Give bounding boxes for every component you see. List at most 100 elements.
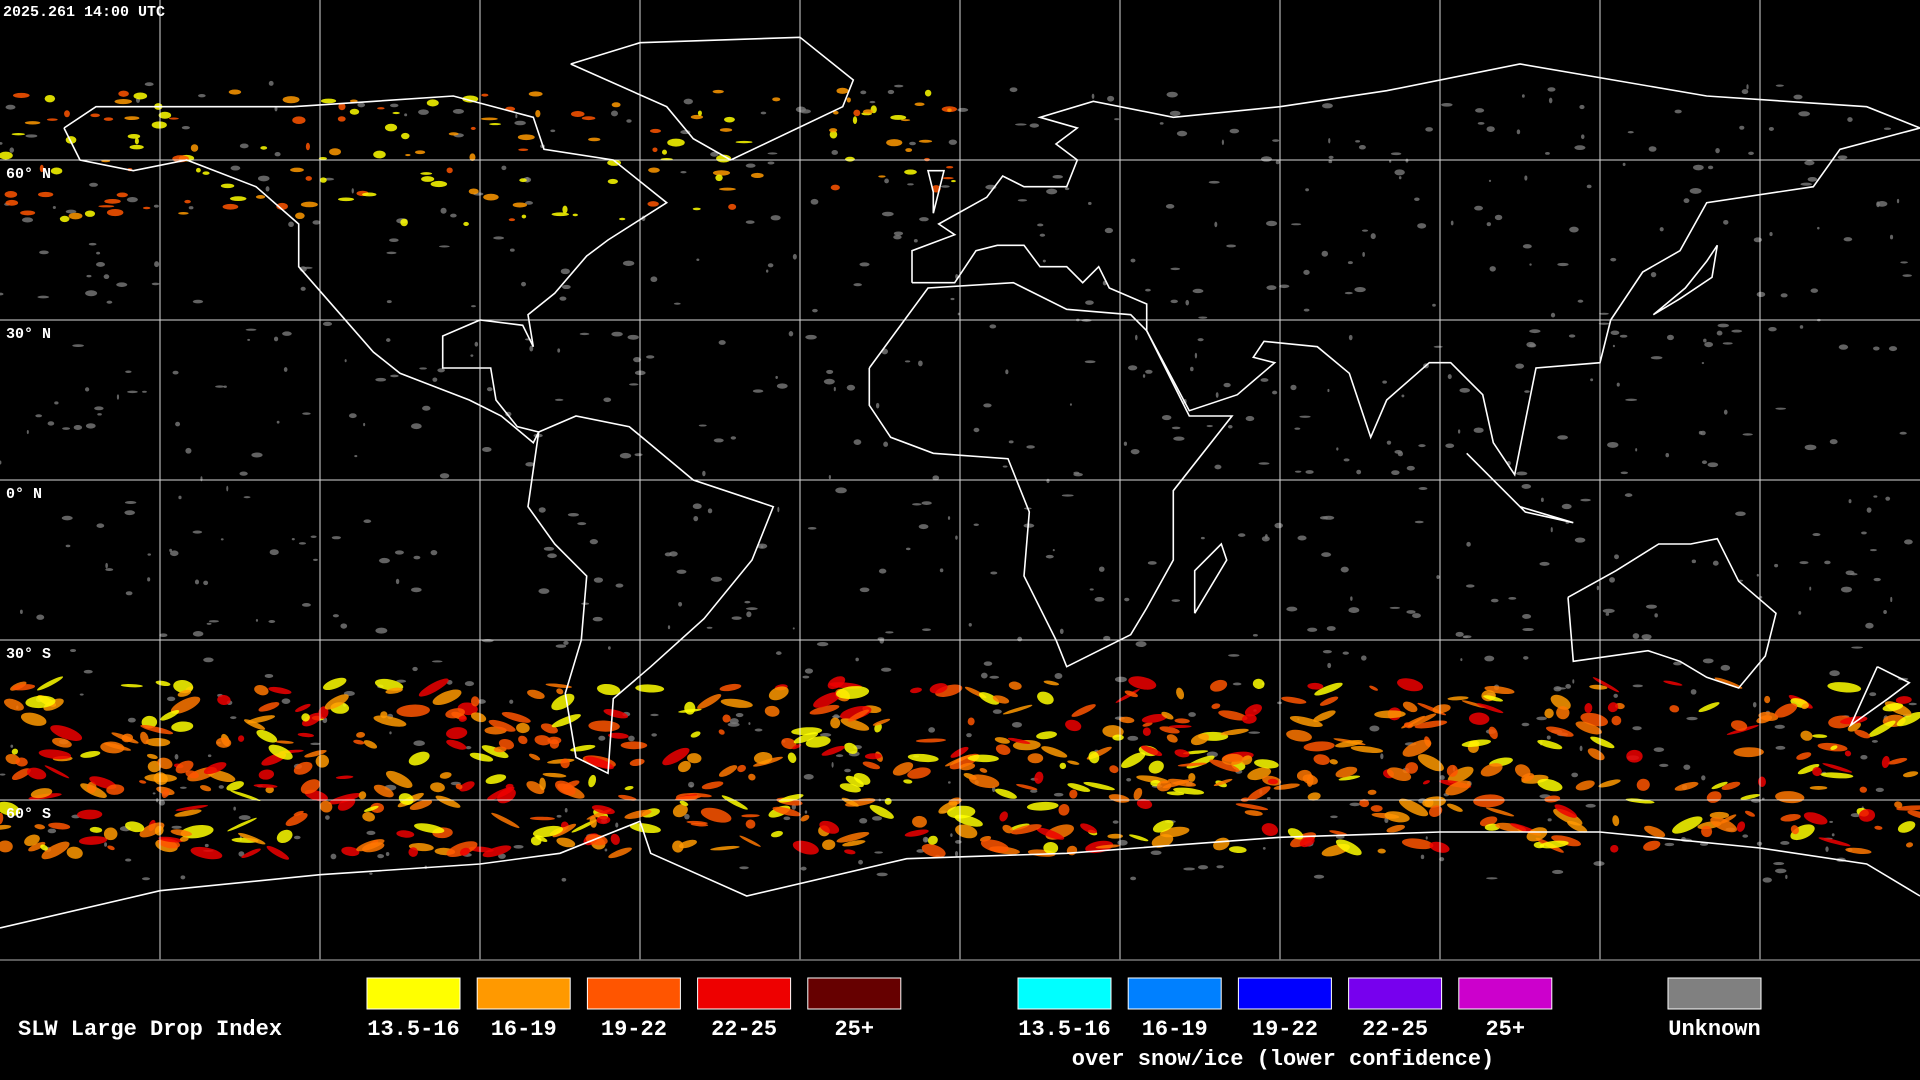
- drop-area: [80, 750, 101, 758]
- cloud-speck: [331, 536, 342, 540]
- drop-area: [401, 132, 410, 140]
- cloud-speck: [88, 242, 97, 246]
- cloud-speck: [1723, 219, 1729, 225]
- cloud-speck: [238, 815, 251, 821]
- cloud-speck: [1117, 839, 1128, 846]
- drop-area: [482, 845, 512, 858]
- drop-area: [1190, 733, 1210, 746]
- cloud-speck: [465, 745, 472, 750]
- cloud-speck: [1650, 356, 1663, 360]
- cloud-speck: [1861, 531, 1867, 535]
- drop-area: [675, 795, 702, 801]
- drop-area: [114, 98, 133, 105]
- drop-area: [994, 737, 1010, 744]
- drop-area: [1526, 827, 1548, 842]
- cloud-speck: [1197, 865, 1209, 870]
- cloud-speck: [1026, 445, 1035, 449]
- cloud-speck: [1896, 198, 1900, 204]
- drop-area: [1307, 792, 1321, 801]
- cloud-speck: [1457, 429, 1461, 434]
- drop-area: [362, 192, 377, 197]
- drop-area: [1107, 833, 1123, 839]
- cloud-speck: [394, 550, 404, 555]
- cloud-speck: [203, 580, 209, 586]
- drop-area: [30, 788, 53, 799]
- cloud-speck: [835, 487, 847, 494]
- cloud-speck: [1216, 865, 1224, 869]
- drop-area: [589, 816, 597, 828]
- drop-area: [0, 801, 20, 816]
- cloud-speck: [1299, 415, 1311, 418]
- cloud-speck: [1798, 610, 1802, 615]
- drop-area: [1537, 739, 1563, 750]
- cloud-speck: [1145, 369, 1153, 374]
- drop-area: [179, 836, 189, 842]
- drop-area: [547, 736, 562, 745]
- drop-area: [38, 749, 72, 760]
- cloud-speck: [1064, 187, 1070, 191]
- cloud-speck: [1260, 378, 1269, 382]
- drop-area: [1544, 708, 1554, 719]
- drop-area: [1575, 721, 1602, 735]
- drop-area: [247, 715, 276, 724]
- drop-area: [1610, 844, 1619, 853]
- cloud-speck: [1336, 447, 1339, 451]
- drop-area: [1780, 813, 1801, 822]
- cloud-speck: [1159, 122, 1164, 125]
- drop-area: [1069, 789, 1078, 799]
- drop-area: [155, 680, 171, 687]
- cloud-speck: [792, 253, 797, 260]
- cloud-speck: [310, 742, 321, 746]
- cloud-speck: [1328, 160, 1333, 164]
- cloud-speck: [1223, 382, 1231, 388]
- cloud-speck: [1885, 496, 1891, 501]
- drop-area: [914, 102, 925, 106]
- latitude-label: 30° S: [6, 646, 51, 663]
- cloud-speck: [1206, 424, 1213, 428]
- cloud-speck: [909, 141, 916, 146]
- drop-area: [1554, 804, 1577, 818]
- drop-area: [809, 704, 840, 715]
- cloud-speck: [147, 577, 151, 582]
- drop-area: [1109, 765, 1119, 774]
- cloud-speck: [1829, 670, 1840, 677]
- cloud-speck: [363, 519, 372, 524]
- drop-area: [220, 183, 235, 189]
- drop-area: [588, 774, 597, 788]
- cloud-speck: [1715, 148, 1720, 154]
- drop-area: [373, 150, 386, 159]
- cloud-speck: [96, 523, 105, 528]
- drop-area: [184, 199, 191, 204]
- cloud-speck: [1865, 622, 1874, 629]
- cloud-speck: [322, 321, 333, 327]
- drop-area: [1173, 787, 1205, 795]
- cloud-speck: [767, 161, 775, 165]
- drop-area: [106, 208, 124, 217]
- cloud-speck: [989, 675, 1000, 679]
- drop-area: [1167, 778, 1196, 787]
- drop-area: [687, 753, 702, 764]
- drop-area: [517, 134, 535, 141]
- cloud-speck: [1641, 634, 1652, 640]
- drop-area: [142, 206, 151, 210]
- legend-swatch: [1348, 977, 1443, 1010]
- cloud-speck: [439, 473, 450, 479]
- drop-area: [1774, 703, 1798, 718]
- cloud-speck: [208, 620, 219, 623]
- drop-area: [199, 785, 212, 792]
- cloud-speck: [1094, 597, 1105, 602]
- drop-area: [1447, 766, 1474, 784]
- cloud-speck: [1550, 312, 1556, 318]
- cloud-speck: [85, 423, 96, 429]
- cloud-speck: [1192, 288, 1204, 294]
- drop-area: [844, 849, 856, 855]
- drop-area: [160, 710, 180, 721]
- drop-area: [1112, 734, 1124, 741]
- drop-area: [836, 831, 870, 843]
- cloud-speck: [141, 877, 151, 881]
- cloud-speck: [730, 436, 737, 440]
- cloud-speck: [1845, 570, 1855, 576]
- cloud-speck: [871, 816, 883, 821]
- drop-area: [1874, 825, 1883, 830]
- cloud-speck: [1401, 394, 1405, 398]
